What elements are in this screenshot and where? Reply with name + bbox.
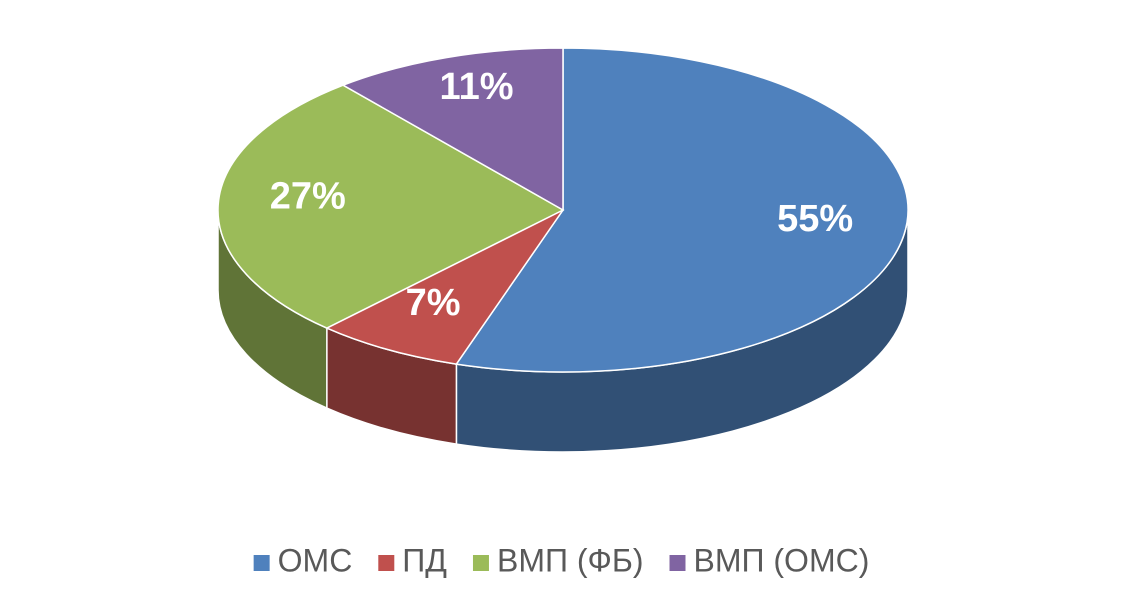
slice [341,47,564,212]
legend-label: ПД [402,542,447,578]
value-label: 55% [777,198,853,240]
legend-label: ВМП (ОМС) [694,542,870,578]
legend-swatch [472,555,489,571]
value-label: 7% [406,282,461,324]
legend-label: ОМС [278,542,353,578]
slice [217,84,565,329]
legend: ОМС ПД ВМП (ФБ) ВМП (ОМС) [253,542,870,578]
legend-swatch [253,555,270,571]
legend-swatch [378,555,395,571]
value-label: 27% [270,175,346,217]
slice [455,47,909,373]
slice [325,209,564,365]
value-label: 11% [440,66,514,108]
legend-label: ВМП (ФБ) [497,542,644,578]
legend-swatch [669,555,686,571]
